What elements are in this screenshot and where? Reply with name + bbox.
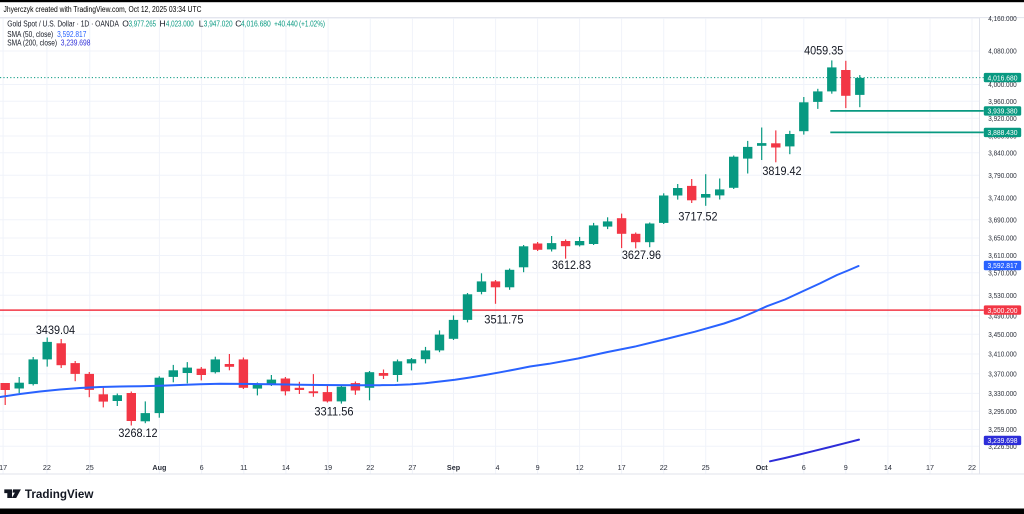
svg-text:17: 17 xyxy=(926,463,934,472)
svg-text:SMA (200, close): SMA (200, close) xyxy=(7,38,57,48)
svg-text:3819.42: 3819.42 xyxy=(762,166,801,178)
svg-text:3,947.020: 3,947.020 xyxy=(204,19,233,29)
svg-text:3,410.000: 3,410.000 xyxy=(988,350,1017,359)
svg-text:3,530.000: 3,530.000 xyxy=(988,291,1017,300)
svg-text:27: 27 xyxy=(408,463,416,472)
svg-text:17: 17 xyxy=(618,463,626,472)
svg-text:3,239.698: 3,239.698 xyxy=(61,38,91,48)
svg-text:3,259.000: 3,259.000 xyxy=(988,425,1017,434)
svg-text:14: 14 xyxy=(282,463,290,472)
svg-text:3511.75: 3511.75 xyxy=(484,315,523,327)
svg-text:3,977.265: 3,977.265 xyxy=(129,19,157,29)
svg-text:4: 4 xyxy=(496,463,500,472)
svg-text:3,370.000: 3,370.000 xyxy=(988,369,1017,378)
svg-text:3,570.000: 3,570.000 xyxy=(988,268,1017,277)
svg-text:9: 9 xyxy=(536,463,540,472)
svg-text:SMA (50, close): SMA (50, close) xyxy=(7,29,53,39)
svg-text:Sep: Sep xyxy=(447,463,461,472)
svg-text:6: 6 xyxy=(200,463,204,472)
svg-text:3,226.500: 3,226.500 xyxy=(988,442,1017,451)
svg-text:3,939.380: 3,939.380 xyxy=(988,107,1018,116)
svg-text:4,080.000: 4,080.000 xyxy=(988,47,1017,56)
svg-text:3,650.000: 3,650.000 xyxy=(988,234,1017,243)
svg-text:C: C xyxy=(235,19,241,29)
svg-text:H: H xyxy=(160,19,166,29)
svg-text:3,790.000: 3,790.000 xyxy=(988,171,1017,180)
svg-text:4,016.680: 4,016.680 xyxy=(241,19,271,29)
svg-text:3627.96: 3627.96 xyxy=(622,250,661,262)
svg-text:14: 14 xyxy=(884,463,892,472)
svg-text:3,920.000: 3,920.000 xyxy=(988,114,1017,123)
svg-text:22: 22 xyxy=(366,463,374,472)
svg-text:19: 19 xyxy=(324,463,332,472)
svg-text:3,490.000: 3,490.000 xyxy=(988,312,1017,321)
svg-text:3717.52: 3717.52 xyxy=(678,212,717,224)
svg-text:3,330.000: 3,330.000 xyxy=(988,389,1017,398)
svg-text:9: 9 xyxy=(844,463,848,472)
svg-text:3,592.817: 3,592.817 xyxy=(57,29,87,39)
svg-text:O: O xyxy=(122,19,129,29)
svg-text:3,840.000: 3,840.000 xyxy=(988,148,1017,157)
svg-text:Aug: Aug xyxy=(152,463,166,472)
svg-text:3,888.430: 3,888.430 xyxy=(988,128,1018,137)
svg-text:+40.440: +40.440 xyxy=(274,19,298,29)
svg-text:Oct: Oct xyxy=(756,463,769,472)
svg-text:3,592.817: 3,592.817 xyxy=(988,261,1018,270)
svg-text:3,690.000: 3,690.000 xyxy=(988,215,1017,224)
svg-text:25: 25 xyxy=(86,463,94,472)
svg-text:3,740.000: 3,740.000 xyxy=(988,193,1017,202)
svg-text:3,610.000: 3,610.000 xyxy=(988,251,1017,260)
svg-text:22: 22 xyxy=(968,463,976,472)
svg-text:25: 25 xyxy=(702,463,710,472)
svg-text:L: L xyxy=(199,19,204,29)
svg-text:22: 22 xyxy=(43,463,51,472)
svg-text:4059.35: 4059.35 xyxy=(804,45,843,57)
svg-text:12: 12 xyxy=(576,463,584,472)
svg-text:3,450.000: 3,450.000 xyxy=(988,330,1017,339)
svg-text:4,016.680: 4,016.680 xyxy=(988,73,1018,82)
svg-text:(+1.02%): (+1.02%) xyxy=(299,19,325,29)
svg-text:3268.12: 3268.12 xyxy=(118,428,157,440)
svg-text:6: 6 xyxy=(802,463,806,472)
svg-text:3,239.698: 3,239.698 xyxy=(988,436,1018,445)
svg-text:3,960.000: 3,960.000 xyxy=(988,97,1017,106)
svg-text:3,295.000: 3,295.000 xyxy=(988,407,1017,416)
svg-text:3311.56: 3311.56 xyxy=(314,407,353,419)
svg-text:TradingView: TradingView xyxy=(25,489,94,501)
svg-text:22: 22 xyxy=(660,463,668,472)
svg-text:3,500.200: 3,500.200 xyxy=(988,306,1018,315)
svg-text:Jhyerczyk created with Trading: Jhyerczyk created with TradingView.com, … xyxy=(4,5,202,14)
svg-text:3439.04: 3439.04 xyxy=(36,325,76,337)
svg-text:4,160.000: 4,160.000 xyxy=(988,14,1017,23)
svg-text:3612.83: 3612.83 xyxy=(552,260,591,272)
svg-text:4,023.000: 4,023.000 xyxy=(166,19,194,29)
svg-text:11: 11 xyxy=(240,463,247,472)
svg-text:4,000.000: 4,000.000 xyxy=(988,80,1017,89)
svg-text:17: 17 xyxy=(0,463,7,472)
svg-text:Gold Spot / U.S. Dollar · 1D ·: Gold Spot / U.S. Dollar · 1D · OANDA xyxy=(7,19,119,29)
